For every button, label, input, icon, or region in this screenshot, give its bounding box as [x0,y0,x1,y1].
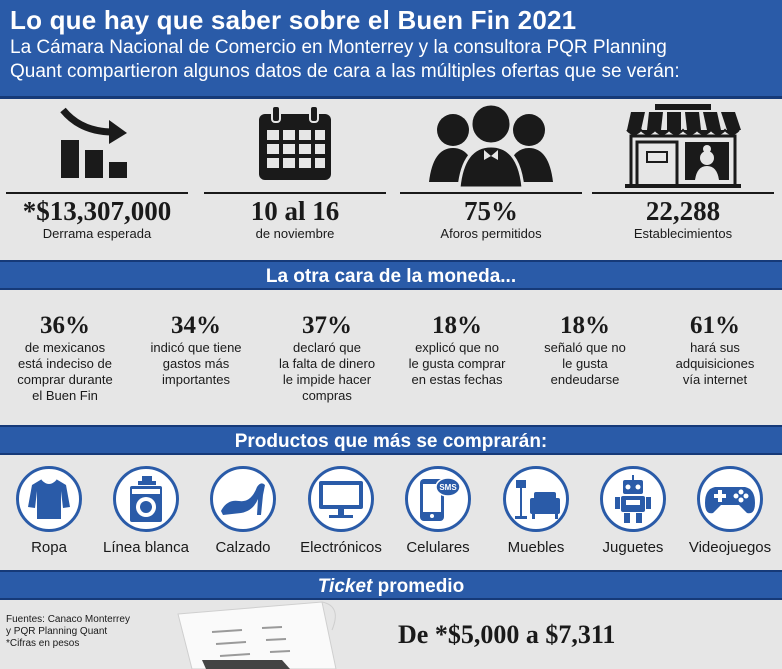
pct-value: 61% [690,312,740,339]
stat-divider [400,192,582,194]
gamepad-icon [705,487,755,514]
product-circle [503,466,569,532]
stat-value: 22,288 [645,196,721,226]
product-calzado: Calzado [198,466,288,557]
stat-derrama: *$13,307,000 Derrama esperada [2,100,192,255]
section-otra-cara: La otra cara de la moneda... [0,260,782,290]
stat-value: *$13,307,000 [22,196,172,226]
armchair-icon [515,480,560,519]
pct-value: 18% [432,312,482,339]
product-label: Línea blanca [103,539,189,556]
product-circle [697,466,763,532]
product-label: Muebles [507,539,565,556]
shirt-icon [28,478,70,519]
pct-value: 36% [40,312,90,339]
pct-item: 36% de mexicanos está indeciso de comprar … [0,312,130,404]
pct-desc: señaló que no le gusta endeudarse [544,340,626,387]
product-label: Videojuegos [688,539,772,556]
stat-divider [6,192,188,194]
product-juguetes: Juguetes [588,466,678,557]
product-label: Electrónicos [300,539,382,556]
product-label: Ropa [31,539,67,556]
sms-badge: SMS [439,483,457,492]
ticket-title-rest: promedio [372,576,465,597]
pct-desc: declaró que la falta de dinero le impide h… [278,340,376,403]
pct-item: 18% señaló que no le gusta endeudarse [520,312,650,388]
page-title: Lo que hay que saber sobre el Buen Fin 2… [10,5,577,35]
high-heel-icon [221,483,265,515]
calendar-icon [259,105,331,180]
section-productos: Productos que más se comprarán: [0,425,782,455]
pct-desc: indicó que tiene gastos más importantes [150,340,242,387]
stat-divider [204,192,386,194]
stat-establecimientos: 22,288 Establecimientos [588,100,778,255]
stat-value: 75% [464,196,518,226]
subtitle-line-1: La Cámara Nacional de Comercio en Monter… [10,37,667,58]
chart-down-icon [60,107,127,178]
pct-item: 18% explicó que no le gusta comprar en est… [392,312,522,388]
product-circle [16,466,82,532]
product-linea-blanca: Línea blanca [101,466,191,557]
pct-value: 34% [171,312,221,339]
product-circle [113,466,179,532]
phone-icon: SMS [420,477,460,521]
header-banner: Lo que hay que saber sobre el Buen Fin 2… [0,0,782,96]
stats-row: *$13,307,000 Derrama esperada 10 al 16 d… [0,100,782,255]
stat-divider [592,192,774,194]
pct-desc: explicó que no le gusta comprar en estas f… [408,340,506,387]
product-circle [210,466,276,532]
stat-label: Establecimientos [633,226,733,241]
pct-value: 18% [560,312,610,339]
product-videojuegos: Videojuegos [685,466,775,557]
pct-desc: hará sus adquisiciones vía internet [675,340,755,387]
stat-label: Aforos permitidos [440,226,542,241]
stat-aforos: 75% Aforos permitidos [396,100,586,255]
receipt-icon [177,601,337,669]
washing-machine-icon [130,476,162,522]
product-label: Calzado [215,539,271,556]
product-label: Celulares [406,539,470,556]
sources-note: Fuentes: Canaco Monterrey y PQR Planning… [6,614,130,649]
monitor-icon [319,481,363,518]
pct-item: 37% declaró que la falta de dinero le impi… [262,312,392,404]
people-icon [429,104,553,188]
stat-value: 10 al 16 [250,196,340,226]
section-ticket: Ticket promedio [0,570,782,600]
product-circle: SMS [405,466,471,532]
pct-item: 34% indicó que tiene gastos más importante… [131,312,261,388]
product-ropa: Ropa [4,466,94,557]
product-circle [308,466,374,532]
ticket-title-italic: Ticket [317,576,373,597]
pct-item: 61% hará sus adquisiciones vía internet [650,312,780,388]
pct-value: 37% [302,312,352,339]
product-muebles: Muebles [491,466,581,557]
stat-label: de noviembre [255,226,335,241]
header-divider [0,96,782,99]
product-celulares: SMS Celulares [393,466,483,557]
stat-fechas: 10 al 16 de noviembre [200,100,390,255]
stat-label: Derrama esperada [42,226,152,241]
product-circle [600,466,666,532]
store-icon [625,104,741,188]
product-electronicos: Electrónicos [296,466,386,557]
ticket-footer: Fuentes: Canaco Monterrey y PQR Planning… [0,600,782,669]
product-label: Juguetes [602,539,664,556]
robot-icon [615,475,651,523]
subtitle-line-2: Quant compartieron algunos datos de cara… [10,61,680,82]
ticket-value: De *$5,000 a $7,311 [398,620,616,649]
pct-desc: de mexicanos está indeciso de comprar dura… [17,340,113,403]
